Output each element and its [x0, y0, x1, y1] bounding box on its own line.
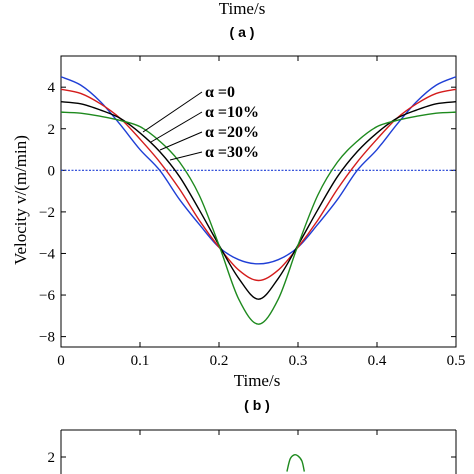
y-tick-label: 0	[48, 163, 56, 179]
y-tick-label: −2	[39, 205, 55, 221]
y-tick-label: −8	[39, 330, 55, 346]
series-group	[60, 76, 457, 325]
panel-label-a: ( a )	[230, 24, 255, 40]
lower-series-line	[286, 454, 306, 472]
lower-partial-chart: 2	[48, 429, 457, 474]
y-axis: −8 −6 −4 −2 0 2 4	[39, 80, 456, 346]
lower-series-group	[286, 454, 306, 472]
legend-entry-alpha-20: α =20%	[205, 124, 259, 141]
velocity-chart: −8 −6 −4 −2 0 2 4 0 0.1 0.2 0.3 0.4 0.5 α =0 α =10%…	[11, 55, 465, 413]
series-alpha-30	[60, 111, 457, 325]
x-tick-label: 0.3	[289, 353, 308, 369]
top-xlabel: Time/s	[219, 0, 266, 18]
legend-pointer-alpha-20	[159, 131, 203, 151]
plot-frame	[60, 55, 457, 348]
legend-entry-alpha-30: α =30%	[205, 144, 259, 161]
y-tick-label: 2	[48, 122, 56, 138]
x-tick-label: 0.4	[368, 353, 387, 369]
lower-y-axis: 2	[48, 450, 456, 466]
legend-entry-alpha-0: α =0	[205, 84, 235, 101]
x-axis: 0 0.1 0.2 0.3 0.4 0.5	[57, 56, 465, 369]
legend-pointer-alpha-30	[169, 151, 203, 161]
y-tick-label: −6	[39, 288, 55, 304]
x-tick-label: 0.2	[210, 353, 229, 369]
x-axis-title: Time/s	[234, 371, 281, 390]
legend-pointer-alpha-0	[142, 91, 203, 133]
legend: α =0 α =10% α =20% α =30%	[142, 84, 259, 161]
legend-entry-alpha-10: α =10%	[205, 104, 259, 121]
panel-label-b: ( b )	[244, 397, 270, 413]
lower-y-tick-label: 2	[48, 450, 56, 466]
x-tick-label: 0	[57, 353, 65, 369]
y-axis-title: Velocity v/(m/min)	[11, 135, 30, 265]
legend-pointer-alpha-10	[150, 111, 203, 143]
y-tick-label: 4	[48, 80, 56, 96]
lower-plot-frame	[60, 429, 457, 474]
x-tick-label: 0.1	[131, 353, 150, 369]
series-alpha-0	[60, 76, 457, 265]
series-alpha-10	[60, 88, 457, 282]
y-tick-label: −4	[39, 246, 55, 262]
x-tick-label: 0.5	[447, 353, 466, 369]
